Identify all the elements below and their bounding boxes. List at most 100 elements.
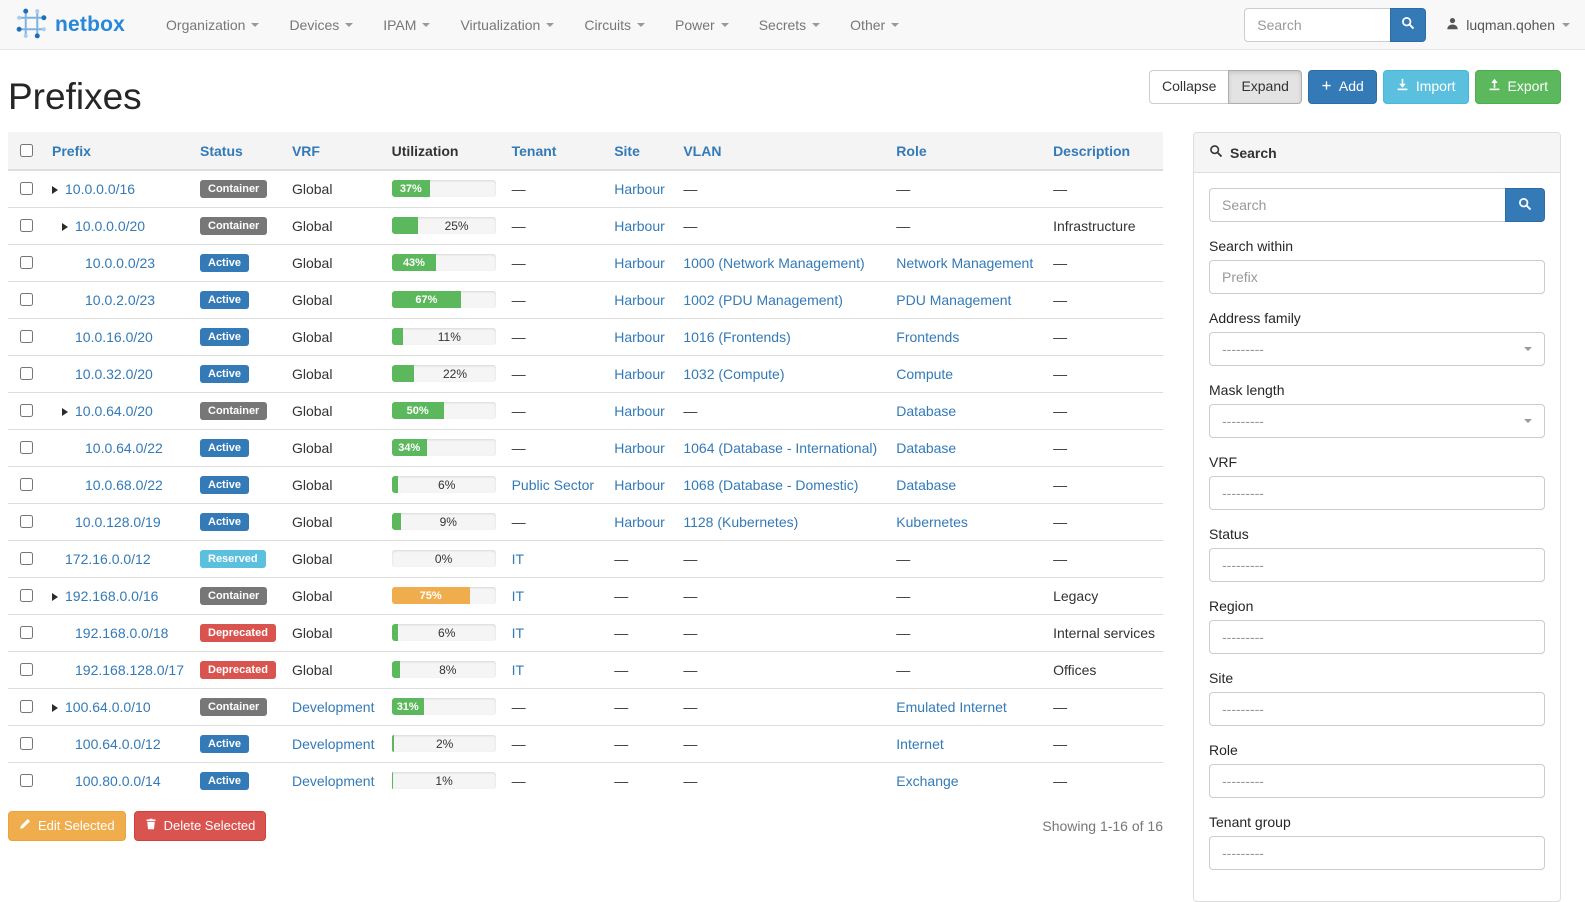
navbar-search-button[interactable] xyxy=(1390,7,1427,42)
column-header-status[interactable]: Status xyxy=(192,132,284,171)
prefix-link[interactable]: 192.168.128.0/17 xyxy=(75,661,184,678)
column-header-vlan[interactable]: VLAN xyxy=(675,132,889,171)
prefix-link[interactable]: 10.0.16.0/20 xyxy=(75,328,153,345)
prefix-link[interactable]: 10.0.0.0/20 xyxy=(75,217,146,234)
nav-item-secrets[interactable]: Secrets xyxy=(744,0,835,50)
prefix-link[interactable]: 172.16.0.0/12 xyxy=(65,550,151,567)
navbar-search-input[interactable] xyxy=(1244,7,1391,42)
tenant-link[interactable]: IT xyxy=(511,624,525,641)
row-select-checkbox[interactable] xyxy=(20,626,33,639)
site-link[interactable]: Harbour xyxy=(614,439,665,456)
filter-select-mask-length[interactable]: --------- xyxy=(1209,404,1545,438)
column-header-prefix[interactable]: Prefix xyxy=(44,132,192,171)
vrf-link[interactable]: Development xyxy=(291,772,375,789)
row-select-checkbox[interactable] xyxy=(20,293,33,306)
tenant-link[interactable]: IT xyxy=(511,661,525,678)
prefix-link[interactable]: 10.0.64.0/20 xyxy=(75,402,153,419)
prefix-link[interactable]: 100.64.0.0/12 xyxy=(75,735,161,752)
vrf-link[interactable]: Development xyxy=(291,735,375,752)
filter-select-status[interactable]: --------- xyxy=(1209,548,1545,582)
nav-item-other[interactable]: Other xyxy=(835,0,914,50)
vlan-link[interactable]: 1016 (Frontends) xyxy=(683,328,791,345)
role-link[interactable]: Frontends xyxy=(896,328,960,345)
expand-button[interactable]: Expand xyxy=(1228,70,1302,104)
filter-search-button[interactable] xyxy=(1505,188,1545,222)
tenant-link[interactable]: Public Sector xyxy=(511,476,595,493)
column-header-description[interactable]: Description xyxy=(1045,132,1163,171)
vlan-link[interactable]: 1068 (Database - Domestic) xyxy=(683,476,859,493)
row-select-checkbox[interactable] xyxy=(20,219,33,232)
column-header-site[interactable]: Site xyxy=(606,132,676,171)
role-link[interactable]: Emulated Internet xyxy=(896,698,1007,715)
filter-select-address-family[interactable]: --------- xyxy=(1209,332,1545,366)
column-header-tenant[interactable]: Tenant xyxy=(503,132,607,171)
role-link[interactable]: PDU Management xyxy=(896,291,1012,308)
nav-item-circuits[interactable]: Circuits xyxy=(569,0,660,50)
row-select-checkbox[interactable] xyxy=(20,182,33,196)
netbox-brand[interactable]: netbox xyxy=(15,7,125,43)
column-header-vrf[interactable]: VRF xyxy=(283,132,384,171)
vlan-link[interactable]: 1002 (PDU Management) xyxy=(683,291,843,308)
vlan-link[interactable]: 1032 (Compute) xyxy=(683,365,785,382)
site-link[interactable]: Harbour xyxy=(614,254,665,271)
expand-caret-icon[interactable] xyxy=(52,699,65,715)
site-link[interactable]: Harbour xyxy=(614,513,665,530)
vrf-link[interactable]: Development xyxy=(291,698,375,715)
site-link[interactable]: Harbour xyxy=(614,365,665,382)
site-link[interactable]: Harbour xyxy=(614,476,665,493)
delete-selected-button[interactable]: Delete Selected xyxy=(133,811,267,842)
role-link[interactable]: Network Management xyxy=(896,254,1034,271)
nav-item-devices[interactable]: Devices xyxy=(274,0,368,50)
add-button[interactable]: Add xyxy=(1307,70,1377,104)
row-select-checkbox[interactable] xyxy=(20,367,33,380)
vlan-link[interactable]: 1000 (Network Management) xyxy=(683,254,865,271)
vlan-link[interactable]: 1064 (Database - International) xyxy=(683,439,878,456)
row-select-checkbox[interactable] xyxy=(20,515,33,528)
site-link[interactable]: Harbour xyxy=(614,180,665,197)
prefix-link[interactable]: 10.0.2.0/23 xyxy=(85,291,156,308)
prefix-link[interactable]: 10.0.128.0/19 xyxy=(75,513,161,530)
prefix-link[interactable]: 10.0.0.0/16 xyxy=(65,180,136,197)
row-select-checkbox[interactable] xyxy=(20,478,33,491)
export-button[interactable]: Export xyxy=(1474,70,1561,104)
prefix-link[interactable]: 100.64.0.0/10 xyxy=(65,698,151,715)
filter-select-tenant-group[interactable]: --------- xyxy=(1209,836,1545,870)
row-select-checkbox[interactable] xyxy=(20,256,33,269)
row-select-checkbox[interactable] xyxy=(20,441,33,454)
expand-caret-icon[interactable] xyxy=(62,218,75,234)
import-button[interactable]: Import xyxy=(1382,70,1469,104)
site-link[interactable]: Harbour xyxy=(614,217,665,234)
vlan-link[interactable]: 1128 (Kubernetes) xyxy=(683,513,799,530)
nav-item-virtualization[interactable]: Virtualization xyxy=(445,0,569,50)
site-link[interactable]: Harbour xyxy=(614,402,665,419)
edit-selected-button[interactable]: Edit Selected xyxy=(8,811,126,842)
row-select-checkbox[interactable] xyxy=(20,737,33,750)
prefix-link[interactable]: 10.0.32.0/20 xyxy=(75,365,153,382)
row-select-checkbox[interactable] xyxy=(20,589,33,602)
role-link[interactable]: Database xyxy=(896,439,957,456)
tenant-link[interactable]: IT xyxy=(511,550,525,567)
row-select-checkbox[interactable] xyxy=(20,774,33,788)
expand-caret-icon[interactable] xyxy=(62,403,75,419)
expand-caret-icon[interactable] xyxy=(52,588,65,604)
role-link[interactable]: Compute xyxy=(896,365,954,382)
prefix-link[interactable]: 192.168.0.0/18 xyxy=(75,624,169,641)
role-link[interactable]: Kubernetes xyxy=(896,513,968,530)
tenant-link[interactable]: IT xyxy=(511,587,525,604)
row-select-checkbox[interactable] xyxy=(20,404,33,417)
role-link[interactable]: Exchange xyxy=(896,772,959,789)
prefix-link[interactable]: 10.0.64.0/22 xyxy=(85,439,163,456)
filter-select-site[interactable]: --------- xyxy=(1209,692,1545,726)
site-link[interactable]: Harbour xyxy=(614,291,665,308)
column-header-role[interactable]: Role xyxy=(888,132,1046,171)
prefix-link[interactable]: 192.168.0.0/16 xyxy=(65,587,159,604)
prefix-link[interactable]: 10.0.68.0/22 xyxy=(85,476,163,493)
role-link[interactable]: Database xyxy=(896,476,957,493)
nav-item-power[interactable]: Power xyxy=(660,0,744,50)
nav-item-ipam[interactable]: IPAM xyxy=(368,0,445,50)
expand-caret-icon[interactable] xyxy=(52,181,65,197)
filter-select-region[interactable]: --------- xyxy=(1209,620,1545,654)
row-select-checkbox[interactable] xyxy=(20,700,33,713)
role-link[interactable]: Database xyxy=(896,402,957,419)
row-select-checkbox[interactable] xyxy=(20,330,33,343)
